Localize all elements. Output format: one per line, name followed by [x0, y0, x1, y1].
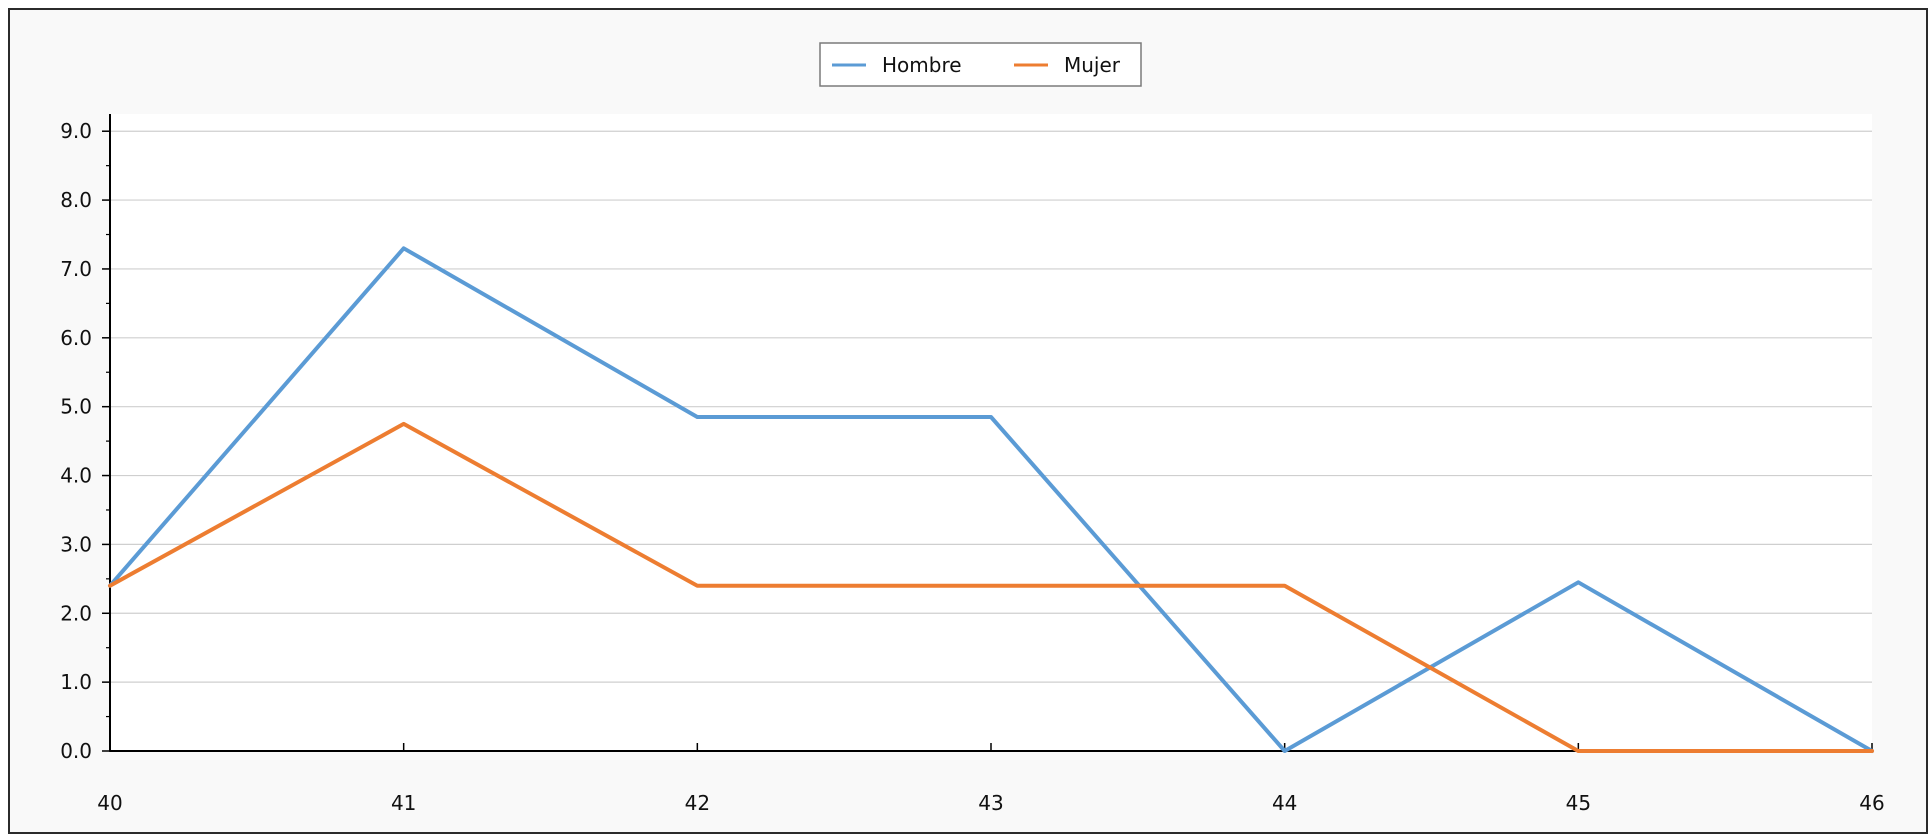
y-tick-label: 1.0 [60, 670, 92, 694]
legend-label-hombre: Hombre [882, 53, 962, 77]
x-tick-label: 42 [685, 791, 710, 815]
y-tick-label: 9.0 [60, 119, 92, 143]
gridlines [110, 130, 1872, 683]
series-line-hombre [108, 246, 1874, 753]
legend: Hombre Mujer [819, 42, 1142, 87]
chart-frame: 0.0 1.0 2.0 3.0 4.0 5.0 6.0 7.0 8.0 9.0 40 41 42 43 44… [8, 8, 1928, 834]
x-tick-label: 41 [391, 791, 416, 815]
y-tick-label: 5.0 [60, 395, 92, 419]
line-chart: 0.0 1.0 2.0 3.0 4.0 5.0 6.0 7.0 8.0 9.0 40 41 42 43 44… [60, 42, 1885, 815]
x-tick-label: 43 [978, 791, 1003, 815]
y-tick-label: 0.0 [60, 739, 92, 763]
y-tick-label: 6.0 [60, 326, 92, 350]
plot-area [110, 114, 1872, 751]
series-line-mujer [108, 421, 1874, 753]
x-tick-label: 45 [1566, 791, 1591, 815]
legend-label-mujer: Mujer [1064, 53, 1121, 77]
y-tick-label: 4.0 [60, 464, 92, 488]
y-tick-label: 2.0 [60, 601, 92, 625]
y-tick-label: 8.0 [60, 188, 92, 212]
x-tick-label: 44 [1272, 791, 1297, 815]
x-tick-label: 46 [1859, 791, 1884, 815]
x-tick-label: 40 [97, 791, 122, 815]
y-tick-label: 3.0 [60, 532, 92, 556]
y-tick-label: 7.0 [60, 257, 92, 281]
series-lines [108, 246, 1874, 753]
legend-box [819, 42, 1142, 87]
